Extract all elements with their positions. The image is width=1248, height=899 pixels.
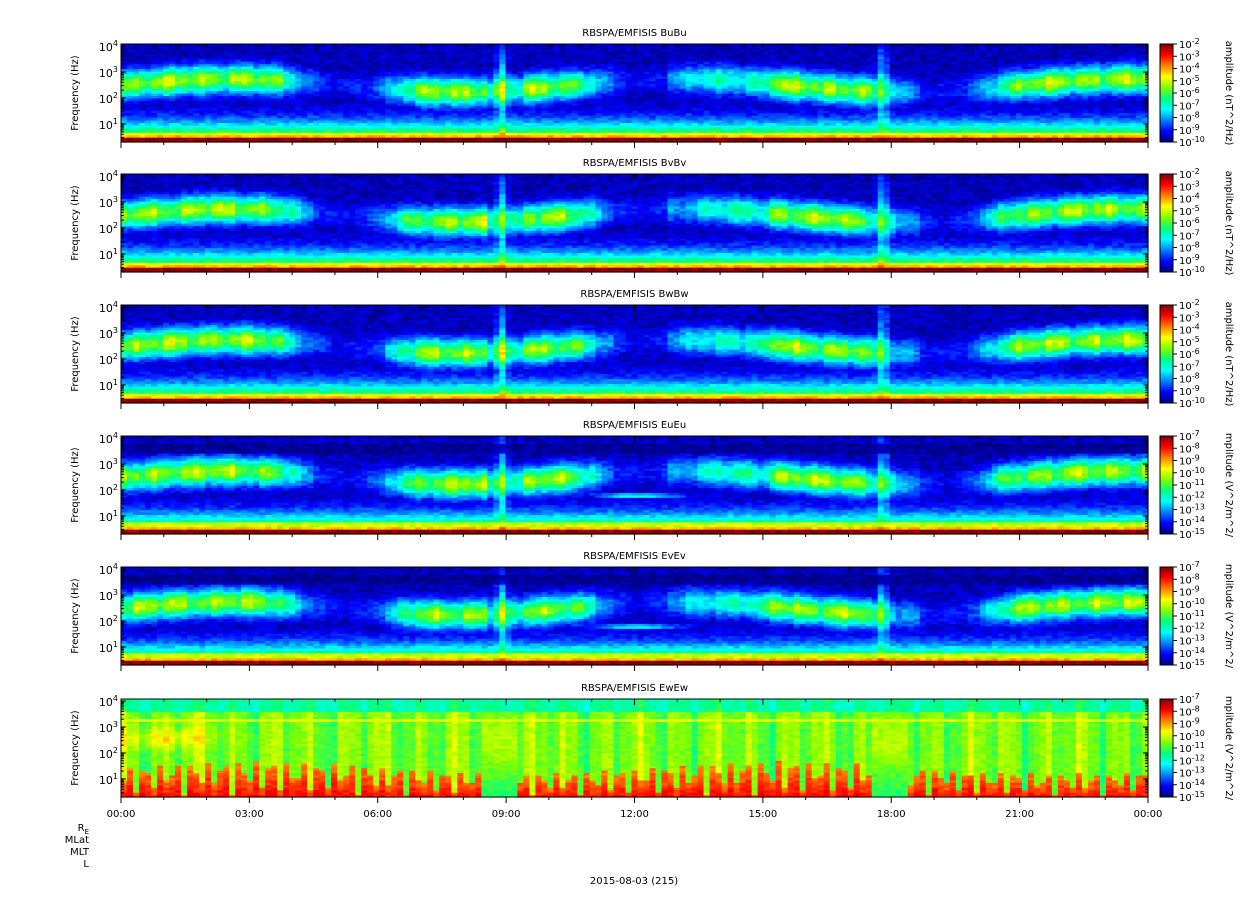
- panel-title: RBSPA/EMFISIS BwBw: [580, 289, 688, 300]
- spectrogram-cells: [121, 44, 1149, 143]
- x-tick-label: 21:00: [1005, 809, 1034, 820]
- y-axis-label: Frequency (Hz): [70, 578, 81, 654]
- panel-title: RBSPA/EMFISIS BvBv: [583, 158, 687, 169]
- colorbar-gradient: [1160, 699, 1173, 797]
- y-axis-label: Frequency (Hz): [70, 55, 81, 131]
- y-tick-label: 101: [99, 640, 118, 655]
- y-tick-label: 103: [99, 326, 118, 341]
- colorbar-tick-label: 10-10: [1179, 135, 1205, 149]
- colorbar-tick-label: 10-10: [1179, 396, 1205, 410]
- y-tick-label: 103: [99, 195, 118, 210]
- colorbar-tick-label: 10-15: [1179, 658, 1205, 672]
- x-tick-label: 15:00: [748, 809, 777, 820]
- y-tick-label: 102: [99, 91, 118, 106]
- spectrogram-panel-4: RBSPA/EMFISIS EuEu 101 102 103 104 Frequency …: [70, 420, 1234, 541]
- colorbar-gradient: [1160, 436, 1173, 534]
- y-tick-label: 104: [99, 562, 118, 577]
- spectrogram-cells: [121, 174, 1149, 273]
- y-tick-label: 104: [99, 300, 118, 315]
- y-tick-label: 104: [99, 169, 118, 184]
- y-axis-label: Frequency (Hz): [70, 316, 81, 392]
- x-tick-label: 03:00: [235, 809, 264, 820]
- y-axis-label: Frequency (Hz): [70, 447, 81, 523]
- x-tick-label: 00:00: [1134, 809, 1163, 820]
- spectrogram-panels: RBSPA/EMFISIS BuBu 101 102 103 104 Frequency …: [70, 28, 1234, 804]
- y-tick-label: 102: [99, 221, 118, 236]
- spectrogram-cells: [121, 305, 1149, 404]
- colorbar-label: mplitude (V^2/m^2/: [1223, 696, 1234, 801]
- colorbar-label: mplitude (V^2/m^2/: [1223, 433, 1234, 538]
- colorbar: 10-710-810-910-1010-1110-1210-1310-1410-…: [1160, 560, 1234, 672]
- panel-title: RBSPA/EMFISIS EvEv: [583, 551, 686, 562]
- y-tick-label: 101: [99, 509, 118, 524]
- colorbar-tick-label: 10-15: [1179, 790, 1205, 804]
- y-tick-label: 103: [99, 65, 118, 80]
- colorbar: 10-210-310-410-510-610-710-810-910-10 amp…: [1160, 37, 1234, 149]
- y-tick-label: 103: [99, 588, 118, 603]
- y-tick-label: 101: [99, 378, 118, 393]
- y-tick-label: 102: [99, 352, 118, 367]
- ephemeris-label: L: [83, 859, 89, 870]
- colorbar-label: amplitude (nT^2/Hz): [1223, 171, 1234, 276]
- spectrogram-panel-6: RBSPA/EMFISIS EwEw 101 102 103 104 Frequency …: [70, 683, 1234, 804]
- y-tick-label: 104: [99, 431, 118, 446]
- y-tick-label: 101: [99, 772, 118, 787]
- x-tick-label: 09:00: [492, 809, 521, 820]
- colorbar-label: mplitude (V^2/m^2/: [1223, 564, 1234, 669]
- colorbar: 10-210-310-410-510-610-710-810-910-10 amp…: [1160, 298, 1234, 410]
- y-tick-label: 101: [99, 117, 118, 132]
- panel-title: RBSPA/EMFISIS EuEu: [583, 420, 686, 431]
- y-tick-label: 102: [99, 614, 118, 629]
- x-tick-label: 18:00: [877, 809, 906, 820]
- date-label: 2015-08-03 (215): [590, 876, 678, 887]
- colorbar: 10-210-310-410-510-610-710-810-910-10 amp…: [1160, 167, 1234, 279]
- spectrogram-panel-2: RBSPA/EMFISIS BvBv 101 102 103 104 Frequency …: [70, 158, 1234, 279]
- x-tick-label: 06:00: [363, 809, 392, 820]
- y-axis-label: Frequency (Hz): [70, 710, 81, 786]
- spectrogram-cells: [121, 436, 1149, 535]
- time-axis: 00:00 03:00 06:00 09:00 12:00 15:00 18:00 21:00…: [107, 809, 1163, 820]
- ephemeris-label: MLat: [65, 835, 89, 846]
- colorbar-tick-label: 10-15: [1179, 527, 1205, 541]
- spectrogram-panel-3: RBSPA/EMFISIS BwBw 101 102 103 104 Frequency …: [70, 289, 1234, 410]
- colorbar-gradient: [1160, 305, 1173, 403]
- spectrogram-cells: [121, 567, 1149, 666]
- panel-title: RBSPA/EMFISIS EwEw: [581, 683, 688, 694]
- colorbar: 10-710-810-910-1010-1110-1210-1310-1410-…: [1160, 692, 1234, 804]
- x-tick-label: 12:00: [620, 809, 649, 820]
- y-tick-label: 104: [99, 39, 118, 54]
- colorbar-label: amplitude (nT^2/Hz): [1223, 41, 1234, 146]
- y-tick-label: 102: [99, 483, 118, 498]
- spectrogram-cells: [121, 699, 1149, 798]
- colorbar-gradient: [1160, 567, 1173, 665]
- y-axis-label: Frequency (Hz): [70, 185, 81, 261]
- y-tick-label: 103: [99, 720, 118, 735]
- y-tick-label: 101: [99, 247, 118, 262]
- panel-title: RBSPA/EMFISIS BuBu: [582, 28, 686, 39]
- spectrogram-panel-1: RBSPA/EMFISIS BuBu 101 102 103 104 Frequency …: [70, 28, 1234, 149]
- ephemeris-label: MLT: [70, 847, 90, 858]
- spectrogram-panel-5: RBSPA/EMFISIS EvEv 101 102 103 104 Frequency …: [70, 551, 1234, 672]
- colorbar-tick-label: 10-10: [1179, 265, 1205, 279]
- colorbar-gradient: [1160, 174, 1173, 272]
- colorbar-label: amplitude (nT^2/Hz): [1223, 302, 1234, 407]
- colorbar-gradient: [1160, 44, 1173, 142]
- x-tick-label: 00:00: [107, 809, 136, 820]
- y-tick-label: 102: [99, 746, 118, 761]
- y-tick-label: 104: [99, 694, 118, 709]
- colorbar: 10-710-810-910-1010-1110-1210-1310-1410-…: [1160, 429, 1234, 541]
- y-tick-label: 103: [99, 457, 118, 472]
